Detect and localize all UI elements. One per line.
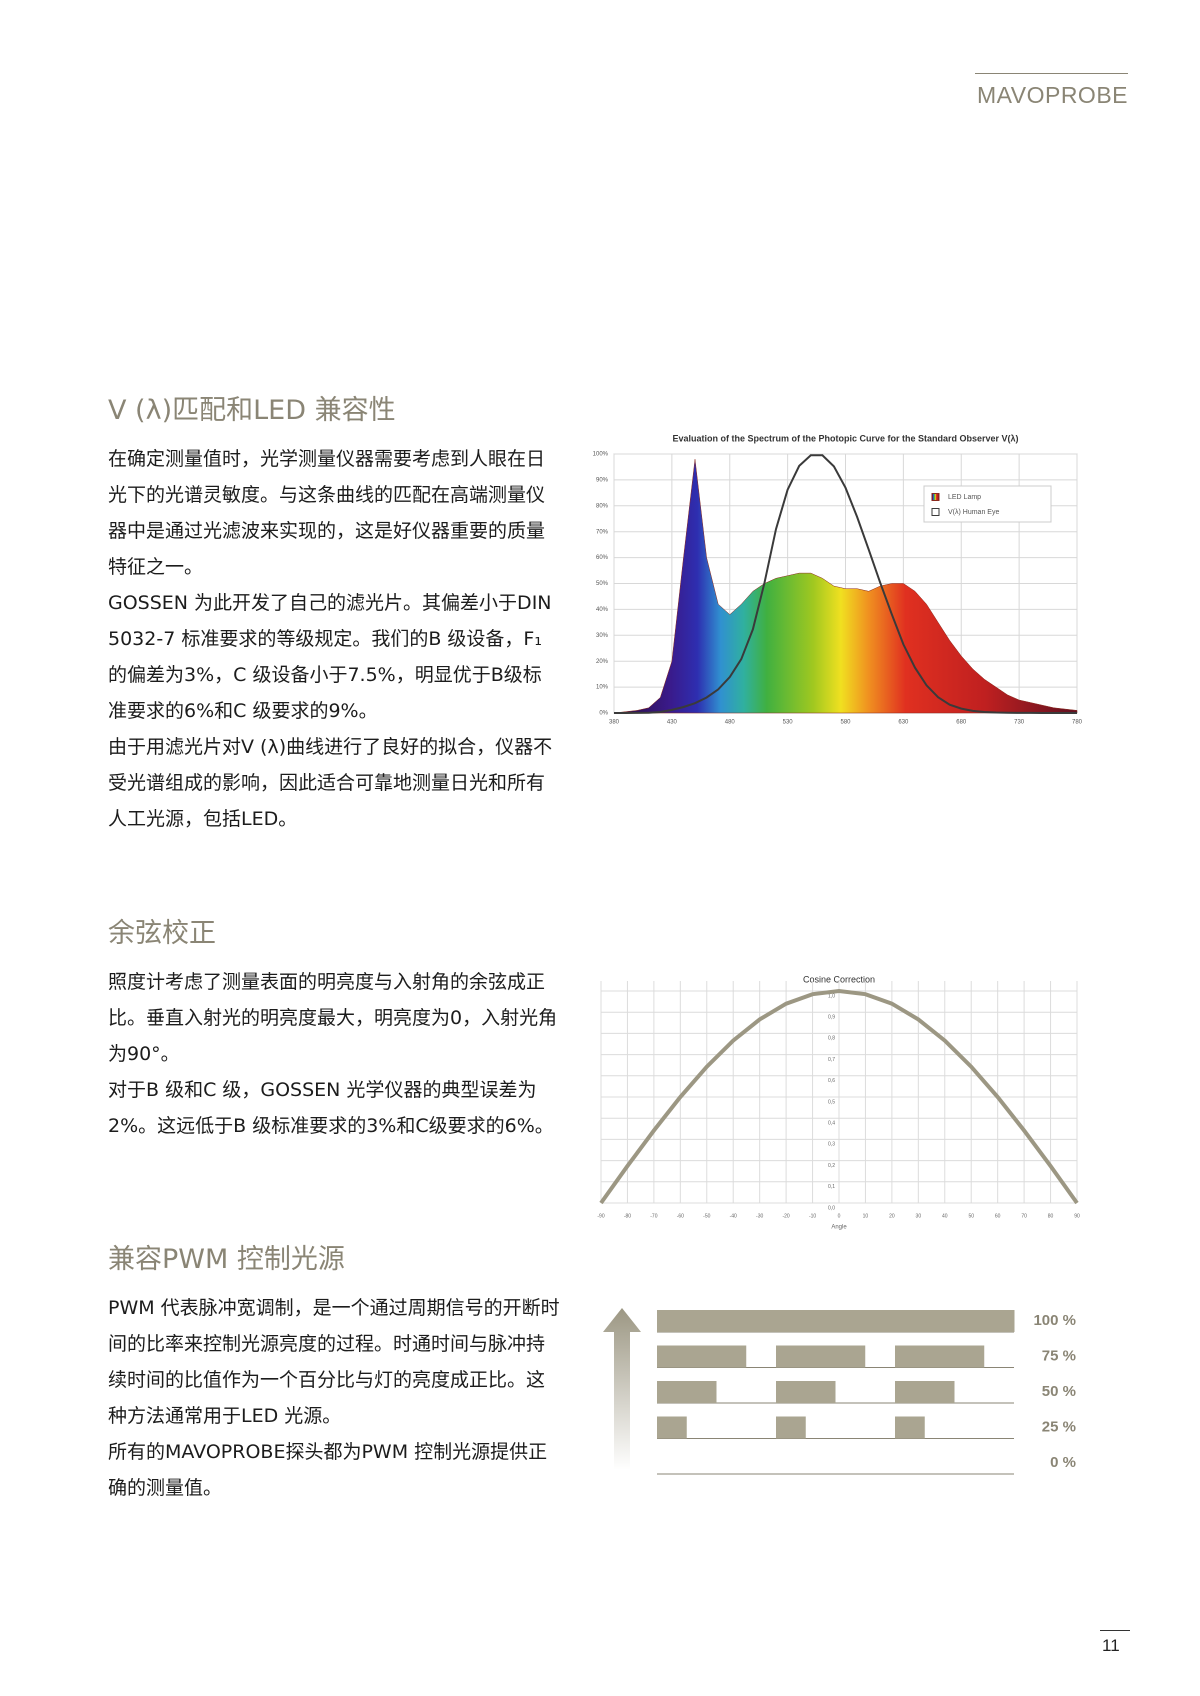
- y-tick-label: 0,3: [828, 1142, 835, 1148]
- y-tick-label: 10%: [596, 685, 609, 691]
- section-title: V (λ)匹配和LED 兼容性: [108, 395, 396, 426]
- chart-title: Evaluation of the Spectrum of the Photop…: [672, 433, 1018, 443]
- x-axis-label: Angle: [831, 1225, 847, 1231]
- y-tick-label: 70%: [596, 529, 609, 535]
- y-tick-label: 0,1: [828, 1184, 835, 1190]
- y-tick-label: 100%: [593, 452, 609, 458]
- y-tick-label: 60%: [596, 555, 609, 561]
- legend-label: LED Lamp: [948, 494, 981, 501]
- x-tick-label: 50: [968, 1213, 974, 1219]
- duty-label: 75 %: [1042, 1347, 1076, 1364]
- legend-label: V(λ) Human Eye: [948, 509, 999, 516]
- y-tick-label: 90%: [596, 477, 609, 483]
- paragraph: 在确定测量值时，光学测量仪器需要考虑到人眼在日光下的光谱灵敏度。与这条曲线的匹配…: [108, 448, 546, 578]
- x-tick-label: 780: [1072, 720, 1083, 726]
- x-tick-label: 70: [1021, 1213, 1027, 1219]
- x-tick-label: 630: [898, 720, 909, 726]
- pulse: [776, 1381, 836, 1403]
- x-tick-label: -10: [809, 1213, 816, 1219]
- legend-swatch: [931, 493, 940, 501]
- y-tick-label: 0%: [599, 711, 608, 717]
- pulse: [895, 1381, 955, 1403]
- x-tick-label: -70: [650, 1213, 657, 1219]
- pulse: [776, 1310, 896, 1332]
- x-tick-label: -90: [597, 1213, 604, 1219]
- pulse: [657, 1381, 717, 1403]
- duty-label: 50 %: [1042, 1383, 1076, 1400]
- y-tick-label: 0,4: [828, 1121, 835, 1127]
- y-tick-label: 1,0: [828, 993, 835, 999]
- paragraph: 所有的MAVOPROBE探头都为PWM 控制光源提供正确的测量值。: [108, 1441, 548, 1499]
- duty-label: 25 %: [1042, 1418, 1076, 1435]
- pulse: [895, 1345, 985, 1368]
- arrow: [603, 1308, 641, 1470]
- pulse: [776, 1416, 806, 1439]
- x-tick-label: 480: [725, 720, 736, 726]
- x-tick-label: 10: [863, 1213, 869, 1219]
- paragraph: PWM 代表脉冲宽调制，是一个通过周期信号的开断时间的比率来控制光源亮度的过程。…: [108, 1297, 560, 1427]
- duty-label: 100 %: [1033, 1312, 1076, 1329]
- legend: [923, 485, 1052, 523]
- header-rule: [975, 73, 1128, 74]
- y-tick-label: 0,9: [828, 1015, 835, 1021]
- chart-title: Cosine Correction: [803, 974, 875, 984]
- y-tick-label: 0,2: [828, 1163, 835, 1169]
- x-tick-label: 680: [956, 720, 967, 726]
- x-tick-label: 90: [1074, 1213, 1080, 1219]
- x-tick-label: -30: [756, 1213, 763, 1219]
- x-tick-label: -40: [730, 1213, 737, 1219]
- x-tick-label: 20: [889, 1213, 895, 1219]
- pulse: [657, 1345, 747, 1368]
- x-tick-label: 530: [783, 720, 794, 726]
- section-title: 兼容PWM 控制光源: [108, 1244, 345, 1275]
- paragraph: 照度计考虑了测量表面的明亮度与入射角的余弦成正比。垂直入射光的明亮度最大，明亮度…: [108, 971, 558, 1065]
- y-tick-label: 50%: [596, 581, 609, 587]
- area: [613, 459, 1078, 714]
- section: 余弦校正 照度计考虑了测量表面的明亮度与入射角的余弦成正比。垂直入射光的明亮度最…: [108, 914, 568, 1144]
- y-tick-label: 0,6: [828, 1078, 835, 1084]
- section: 兼容PWM 控制光源 PWM 代表脉冲宽调制，是一个通过周期信号的开断时间的比率…: [108, 1240, 568, 1506]
- pulse: [895, 1310, 1015, 1332]
- line: [614, 454, 1077, 714]
- pulse: [895, 1416, 925, 1439]
- x-tick-label: -20: [782, 1213, 789, 1219]
- x-tick-label: 40: [942, 1213, 948, 1219]
- legend-swatch: [931, 508, 940, 516]
- pulse: [657, 1310, 777, 1332]
- pulse: [776, 1345, 866, 1368]
- x-tick-label: 80: [1048, 1213, 1054, 1219]
- x-tick-label: 0: [838, 1213, 841, 1219]
- x-tick-label: 730: [1014, 720, 1025, 726]
- y-tick-label: 20%: [596, 659, 609, 665]
- x-tick-label: 60: [995, 1213, 1001, 1219]
- line: [599, 988, 1079, 1205]
- pulse: [657, 1416, 687, 1439]
- paragraph: 对于B 级和C 级，GOSSEN 光学仪器的典型误差为2%。这远低于B 级标准要…: [108, 1079, 554, 1137]
- y-tick-label: 0,0: [828, 1205, 835, 1211]
- page-number-rule: [1100, 1630, 1130, 1631]
- paragraph: 由于用滤光片对V (λ)曲线进行了良好的拟合，仪器不受光谱组成的影响，因此适合可…: [108, 736, 553, 830]
- page-number: 11: [1102, 1636, 1120, 1655]
- y-tick-label: 0,7: [828, 1057, 835, 1063]
- y-tick-label: 80%: [596, 503, 609, 509]
- x-tick-label: 380: [609, 720, 620, 726]
- duty-label: 0 %: [1050, 1454, 1076, 1471]
- y-tick-label: 30%: [596, 633, 609, 639]
- x-tick-label: -60: [677, 1213, 684, 1219]
- x-tick-label: 30: [916, 1213, 922, 1219]
- y-tick-label: 0,5: [828, 1099, 835, 1105]
- x-tick-label: 580: [840, 720, 851, 726]
- section: V (λ)匹配和LED 兼容性 在确定测量值时，光学测量仪器需要考虑到人眼在日光…: [108, 391, 568, 837]
- x-tick-label: 430: [667, 720, 678, 726]
- brand: MAVOPROBE: [976, 82, 1128, 108]
- paragraph: GOSSEN 为此开发了自己的滤光片。其偏差小于DIN 5032-7 标准要求的…: [108, 592, 552, 722]
- section-title: 余弦校正: [108, 918, 216, 949]
- x-tick-label: -80: [624, 1213, 631, 1219]
- y-tick-label: 0,8: [828, 1036, 835, 1042]
- x-tick-label: -50: [703, 1213, 710, 1219]
- y-tick-label: 40%: [596, 607, 609, 613]
